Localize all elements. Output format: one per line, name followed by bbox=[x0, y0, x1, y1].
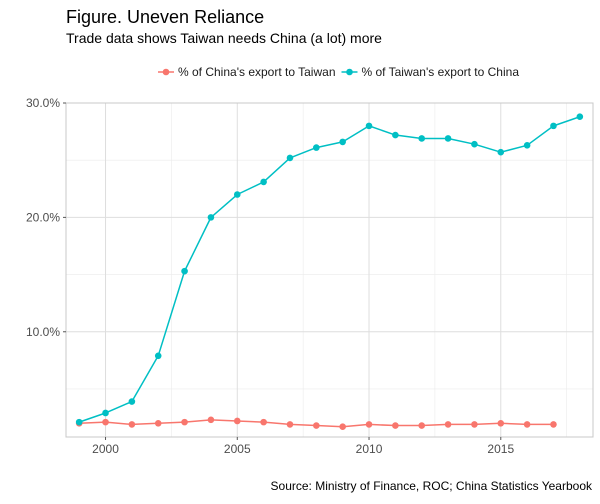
legend-label: % of China's export to Taiwan bbox=[178, 65, 336, 79]
data-point bbox=[313, 144, 320, 151]
data-point bbox=[102, 418, 109, 426]
panel-background bbox=[66, 103, 593, 437]
legend-key-point bbox=[346, 68, 353, 76]
data-point bbox=[102, 409, 109, 417]
legend-item-1: % of China's export to Taiwan bbox=[158, 65, 336, 79]
data-point bbox=[523, 142, 531, 149]
series-1 bbox=[75, 416, 557, 431]
data-point bbox=[418, 135, 426, 142]
data-point bbox=[339, 423, 346, 431]
data-point bbox=[418, 422, 426, 429]
plot-panel bbox=[65, 102, 594, 438]
data-point bbox=[576, 113, 584, 121]
y-tick-label: 30.0% bbox=[26, 96, 60, 110]
data-point bbox=[233, 417, 241, 425]
data-point bbox=[392, 131, 399, 139]
y-tick-label: 10.0% bbox=[26, 325, 60, 339]
data-point bbox=[260, 178, 267, 186]
legend-key-point bbox=[162, 68, 170, 76]
data-point bbox=[260, 418, 267, 426]
chart-subtitle: Trade data shows Taiwan needs China (a l… bbox=[66, 30, 382, 46]
data-point bbox=[365, 421, 373, 428]
x-tick-label: 2015 bbox=[487, 442, 514, 456]
data-point bbox=[286, 154, 294, 162]
legend: % of China's export to Taiwan % of Taiwan… bbox=[158, 65, 519, 79]
chart-title: Figure. Uneven Reliance bbox=[66, 7, 264, 27]
data-point bbox=[181, 418, 188, 426]
x-tick-label: 2005 bbox=[224, 442, 251, 456]
data-point bbox=[181, 267, 188, 275]
data-point bbox=[497, 419, 505, 427]
series-line bbox=[78, 116, 581, 423]
data-point bbox=[75, 418, 83, 426]
data-point bbox=[444, 421, 452, 428]
data-point bbox=[497, 148, 505, 156]
data-point bbox=[444, 135, 452, 142]
data-point bbox=[207, 214, 215, 221]
series-2 bbox=[75, 113, 584, 426]
data-point bbox=[471, 421, 478, 428]
legend-label: % of Taiwan's export to China bbox=[362, 65, 520, 79]
data-point bbox=[154, 419, 162, 427]
x-tick-label: 2000 bbox=[92, 442, 119, 456]
data-point bbox=[523, 421, 531, 428]
x-axis: 2000 2005 2010 2015 bbox=[92, 437, 514, 456]
y-axis: 10.0% 20.0% 30.0% bbox=[26, 96, 66, 339]
data-point bbox=[233, 191, 241, 198]
data-point bbox=[550, 421, 557, 428]
series-layer bbox=[75, 113, 584, 431]
y-tick-label: 20.0% bbox=[26, 210, 60, 224]
legend-item-2: % of Taiwan's export to China bbox=[341, 65, 520, 79]
panel-border bbox=[65, 102, 594, 438]
data-point bbox=[471, 140, 478, 148]
data-point bbox=[365, 122, 373, 130]
chart-caption: Source: Ministry of Finance, ROC; China … bbox=[271, 479, 593, 493]
data-point bbox=[392, 422, 399, 429]
data-point bbox=[550, 122, 557, 130]
data-point bbox=[154, 352, 162, 360]
data-point bbox=[313, 422, 320, 429]
data-point bbox=[207, 416, 215, 424]
data-point bbox=[339, 138, 346, 146]
data-point bbox=[128, 398, 136, 405]
data-point bbox=[128, 421, 136, 428]
data-point bbox=[286, 421, 294, 428]
x-tick-label: 2010 bbox=[356, 442, 383, 456]
